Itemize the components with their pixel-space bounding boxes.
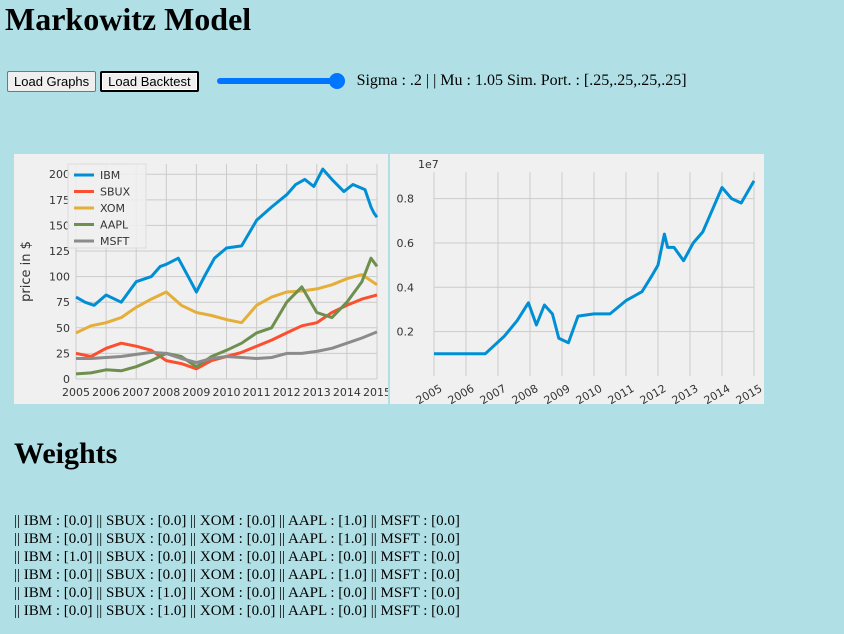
weights-row: || IBM : [0.0] || SBUX : [0.0] || XOM : … <box>14 513 460 529</box>
weights-row: || IBM : [0.0] || SBUX : [1.0] || XOM : … <box>14 585 460 601</box>
x-tick-label: 2006 <box>92 386 120 399</box>
x-tick-label: 2009 <box>182 386 210 399</box>
x-tick-label: 2010 <box>574 382 605 404</box>
y-axis-label: price in $ <box>19 241 34 302</box>
x-tick-label: 2014 <box>702 382 733 404</box>
series-line-xom <box>75 273 378 335</box>
y-tick-label: 175 <box>49 194 70 207</box>
x-tick-label: 2011 <box>606 382 637 404</box>
load-backtest-button[interactable]: Load Backtest <box>100 70 199 92</box>
x-tick-label: 2008 <box>152 386 180 399</box>
backtest-chart-svg: 0.2 0.4 0.6 0.8 2005 2006 2007 2008 2009 2010 2011… <box>397 158 765 404</box>
weights-row: || IBM : [0.0] || SBUX : [0.0] || XOM : … <box>14 567 460 583</box>
x-tick-label: 2015 <box>363 386 388 399</box>
legend-label: AAPL <box>100 219 129 232</box>
backtest-chart: 0.2 0.4 0.6 0.8 2005 2006 2007 2008 2009 2010 2011… <box>390 154 764 404</box>
y-tick-label: 0.8 <box>397 193 415 206</box>
series-line-ibm <box>75 167 379 307</box>
weights-row: || IBM : [0.0] || SBUX : [1.0] || XOM : … <box>14 603 460 619</box>
y-tick-label: 0.6 <box>397 237 415 250</box>
y-tick-label: 25 <box>56 347 70 360</box>
weights-row: || IBM : [1.0] || SBUX : [0.0] || XOM : … <box>14 549 460 565</box>
chart-legend <box>67 163 147 249</box>
weights-row: || IBM : [0.0] || SBUX : [0.0] || XOM : … <box>14 531 460 547</box>
legend-label: XOM <box>100 202 125 215</box>
y-tick-label: 200 <box>49 168 70 181</box>
y-tick-label: 125 <box>49 245 70 258</box>
legend-label: SBUX <box>100 186 131 199</box>
weights-heading: Weights <box>14 437 118 470</box>
series-line-msft <box>76 330 378 365</box>
x-tick-label: 2012 <box>273 386 301 399</box>
parameters-text: Sigma : .2 | | Mu : 1.05 Sim. Port. : [.… <box>356 72 687 89</box>
x-tick-label: 2005 <box>62 386 90 399</box>
x-tick-label: 2011 <box>243 386 271 399</box>
x-tick-label: 2007 <box>122 386 150 399</box>
x-tick-label: 2010 <box>213 386 241 399</box>
y-tick-label: 0 <box>63 373 70 386</box>
x-tick-label: 2005 <box>414 382 445 404</box>
y-tick-label: 0.4 <box>397 281 415 294</box>
weights-list: || IBM : [0.0] || SBUX : [0.0] || XOM : … <box>14 512 460 620</box>
y-tick-label: 0.2 <box>397 326 415 339</box>
y-tick-label: 150 <box>49 219 70 232</box>
legend-label: MSFT <box>100 235 130 248</box>
x-tick-label: 2013 <box>670 382 701 404</box>
slider-thumb[interactable] <box>328 73 345 89</box>
backtest-line <box>434 180 756 356</box>
x-tick-label: 2008 <box>510 382 541 404</box>
series-line-aapl <box>75 256 379 376</box>
page-title: Markowitz Model <box>5 1 252 37</box>
x-tick-label: 2006 <box>446 382 477 404</box>
slider-track <box>216 78 345 84</box>
y-scale-label: 1e7 <box>418 158 439 171</box>
x-tick-label: 2009 <box>542 382 573 404</box>
price-history-chart: 0 25 50 75 100 125 150 175 200 2005 2006 2007 2008 20… <box>14 154 388 404</box>
y-tick-label: 75 <box>56 296 70 309</box>
controls-bar: Load Graphs Load Backtest Sigma : .2 | |… <box>7 70 687 92</box>
x-tick-label: 2013 <box>303 386 331 399</box>
legend-label: IBM <box>100 169 120 182</box>
load-graphs-button[interactable]: Load Graphs <box>7 70 97 92</box>
x-tick-label: 2015 <box>734 382 764 404</box>
y-tick-label: 100 <box>49 271 70 284</box>
x-tick-label: 2007 <box>478 382 509 404</box>
x-tick-label: 2012 <box>638 382 669 404</box>
y-tick-label: 50 <box>56 322 70 335</box>
parameter-slider[interactable] <box>216 73 345 89</box>
x-tick-label: 2014 <box>333 386 361 399</box>
